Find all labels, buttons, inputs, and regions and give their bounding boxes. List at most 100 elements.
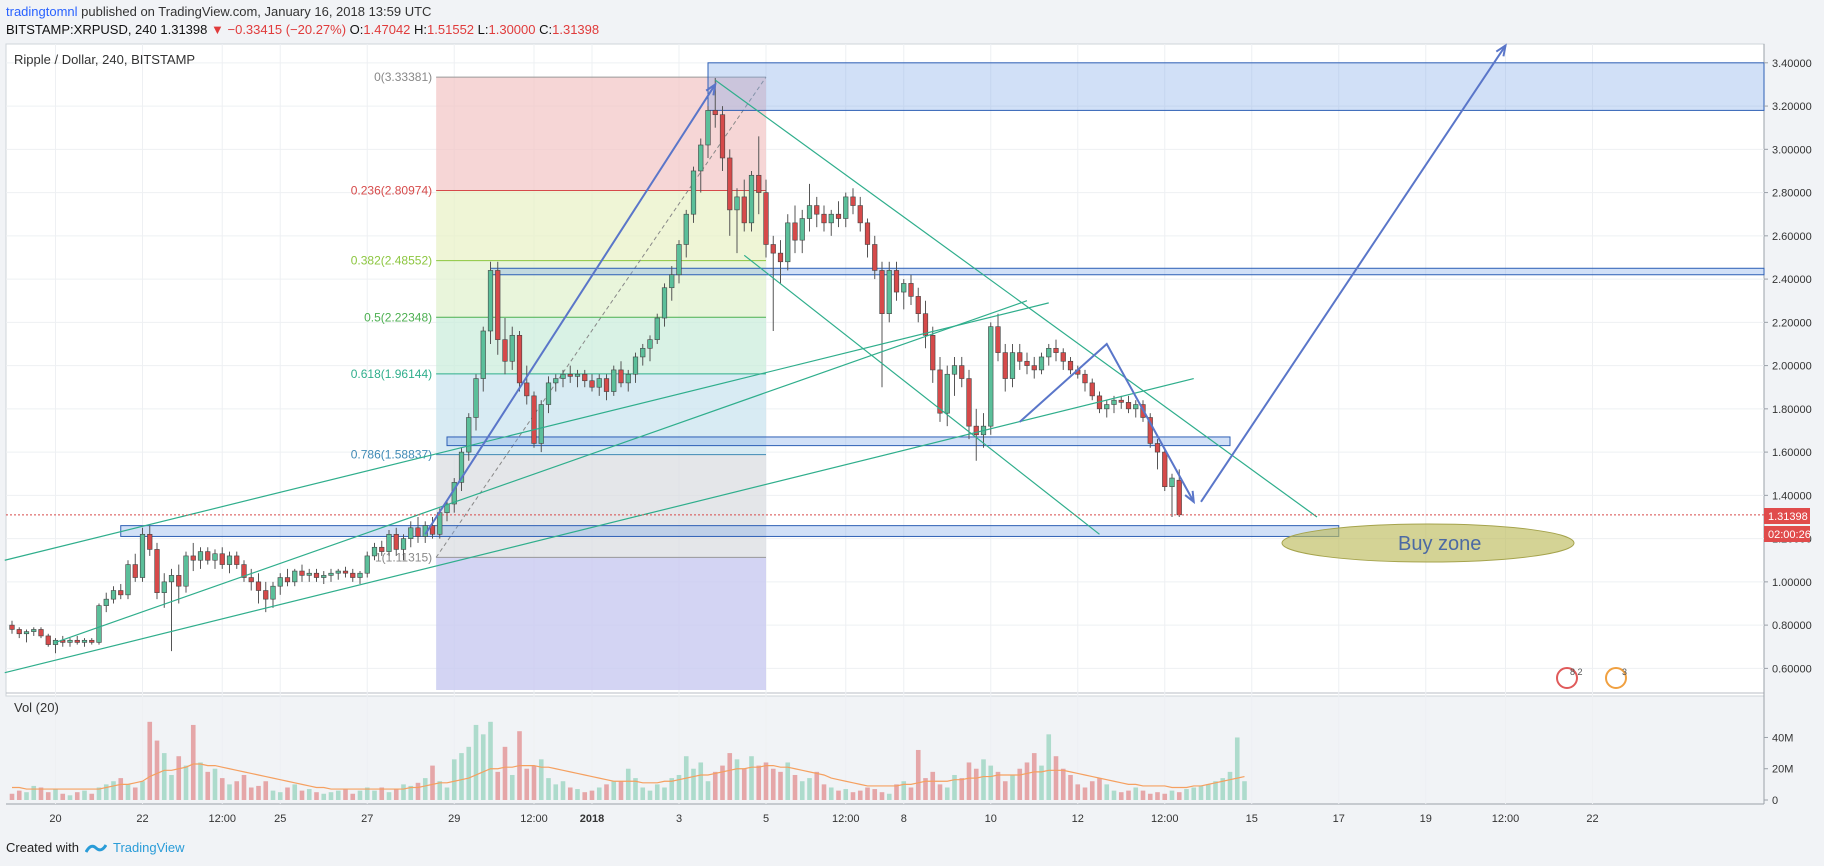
volume-bar — [350, 793, 356, 800]
candle-down — [727, 157, 733, 211]
volume-bar — [807, 778, 812, 800]
volume-tick-label: 40M — [1772, 732, 1793, 744]
created-with-text: Created with — [6, 840, 79, 855]
time-tick-label: 8 — [901, 813, 907, 825]
volume-bar — [611, 781, 617, 800]
author-link[interactable]: tradingtomnl — [6, 4, 78, 19]
volume-bar — [415, 782, 421, 800]
price-chart[interactable]: 0(3.33381) 0.236(2.80974) 0.382(2.48552) 0.… — [0, 42, 1824, 838]
volume-bar — [901, 781, 907, 800]
candle-down — [915, 296, 921, 314]
candle-down — [531, 395, 537, 444]
candle-up — [901, 283, 907, 293]
last-price-tag — [1764, 508, 1810, 524]
volume-bar — [1162, 793, 1168, 800]
candle-down — [393, 533, 399, 550]
candle-down — [777, 252, 784, 263]
candle-up — [734, 196, 740, 211]
volume-bar — [763, 762, 769, 800]
volume-bar — [1213, 781, 1218, 800]
time-tick-label: 17 — [1333, 813, 1345, 825]
volume-bar — [306, 789, 312, 800]
candle-up — [139, 533, 146, 578]
ideas-badge[interactable]: 8 2 — [1556, 667, 1583, 689]
volume-bar — [219, 778, 225, 800]
candle-down — [516, 335, 523, 384]
flag-icon — [1605, 667, 1627, 689]
volume-bar — [386, 792, 392, 800]
volume-bar — [16, 790, 22, 800]
volume-bar — [401, 784, 406, 800]
candle-down — [16, 629, 22, 635]
volume-bar — [792, 774, 798, 800]
volume-bar — [981, 759, 986, 800]
candle-down — [850, 196, 856, 206]
volume-bar — [393, 789, 399, 800]
time-tick-label: 19 — [1420, 813, 1432, 825]
candle-up — [110, 590, 117, 600]
volume-bar — [1147, 793, 1153, 800]
candle-up — [698, 144, 704, 172]
volume-bar — [640, 787, 646, 800]
volume-bar — [1133, 787, 1139, 800]
volume-bar — [894, 784, 899, 800]
candle-down — [893, 270, 900, 293]
candle-down — [502, 339, 508, 362]
price-tick-label: 2.20000 — [1772, 317, 1812, 329]
volume-bar — [111, 781, 116, 800]
events-badge[interactable]: 3 — [1605, 667, 1627, 689]
volume-bar — [531, 765, 537, 800]
candle-up — [400, 538, 407, 550]
low-label: L: — [477, 22, 489, 37]
candle-down — [879, 270, 885, 314]
candle-up — [226, 555, 233, 565]
candle-down — [342, 570, 349, 574]
price-tick-label: 0.60000 — [1772, 663, 1812, 675]
time-tick-label: 10 — [985, 813, 997, 825]
volume-bar — [1234, 737, 1240, 800]
candle-down — [1089, 382, 1095, 397]
candle-down — [284, 577, 291, 583]
candle-up — [553, 378, 559, 384]
candle-up — [683, 213, 689, 245]
candle-up — [705, 110, 711, 146]
high-label: H: — [414, 22, 428, 37]
volume-bar — [589, 790, 595, 800]
tradingview-brand[interactable]: TradingView — [112, 840, 185, 855]
last-price: 1.31398 — [160, 22, 208, 37]
volume-bar — [321, 793, 327, 800]
fib-band — [436, 77, 766, 191]
volume-bar — [38, 787, 44, 800]
chart-title: Ripple / Dollar, 240, BITSTAMP — [14, 52, 195, 67]
volume-bar — [422, 778, 428, 800]
volume-bar — [944, 787, 950, 800]
candle-down — [567, 373, 573, 377]
volume-bar — [828, 787, 834, 800]
volume-bar — [118, 778, 124, 800]
arrowhead — [705, 82, 717, 96]
volume-bar — [669, 778, 675, 800]
time-tick-label: 20 — [49, 813, 61, 825]
candle-down — [219, 553, 225, 565]
volume-bar — [604, 784, 609, 800]
time-tick-label: 12:00 — [1151, 813, 1179, 825]
low-value: 1.30000 — [488, 22, 536, 37]
time-tick-label: 3 — [676, 813, 682, 825]
price-tick-label: 2.40000 — [1772, 274, 1812, 286]
volume-bar — [727, 753, 733, 800]
candle-up — [458, 451, 465, 483]
volume-bar — [82, 790, 87, 800]
candle-up — [785, 222, 791, 263]
candle-up — [466, 417, 472, 453]
candle-down — [524, 382, 530, 397]
candle-up — [168, 575, 175, 583]
volume-bar — [749, 756, 754, 800]
candle-up — [183, 555, 189, 587]
candle-down — [872, 244, 878, 271]
candle-down — [995, 326, 1001, 353]
volume-bar — [1220, 778, 1226, 800]
candle-down — [190, 555, 196, 561]
price-tick-label: 1.80000 — [1772, 404, 1812, 416]
symbol-line: BITSTAMP:XRPUSD, 240 1.31398 ▼ −0.33415 … — [6, 22, 599, 37]
price-tick-label: 0.80000 — [1772, 620, 1812, 632]
